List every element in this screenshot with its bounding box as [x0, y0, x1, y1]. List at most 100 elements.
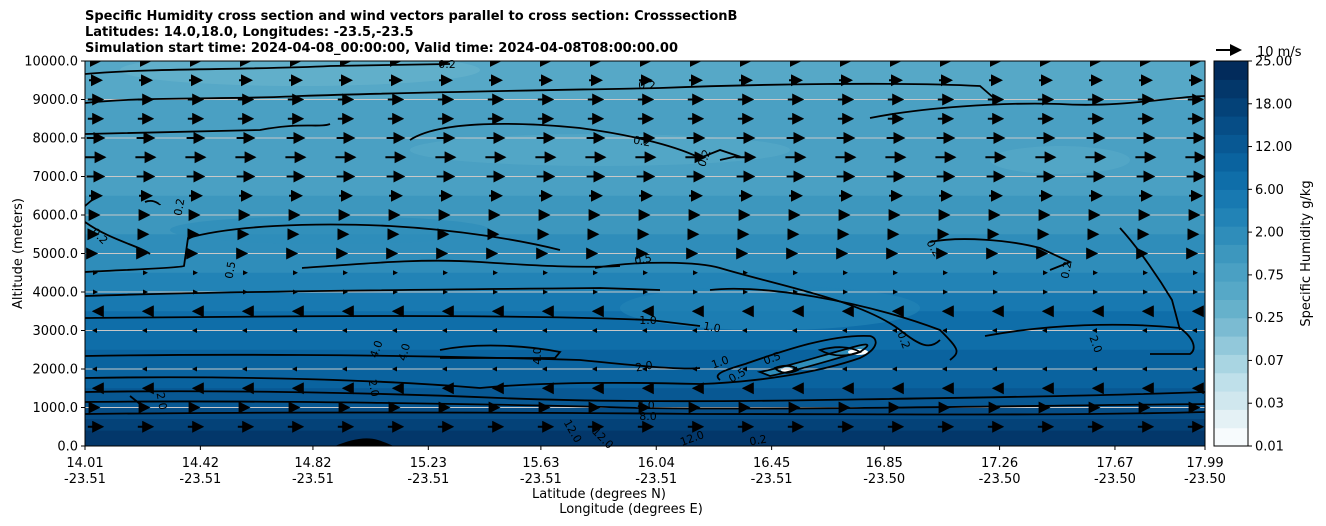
quiver-key: 10 m/s: [1216, 44, 1302, 60]
wind-vector: [1143, 289, 1148, 295]
contour-label-text: 0.5: [633, 252, 652, 268]
x-tick-label-lon: -23.50: [979, 472, 1021, 487]
y-tick-label: 2000.0: [33, 363, 79, 378]
wind-vector: [792, 366, 797, 372]
contour-label: 0.5: [223, 260, 239, 279]
wind-vector: [743, 270, 748, 276]
wind-vector: [842, 328, 847, 333]
contour-label: 0.2: [172, 197, 188, 216]
contour-label: 2.0: [1086, 334, 1104, 355]
wind-vector: [792, 328, 797, 333]
colorbar-tick-label: 0.01: [1255, 440, 1284, 455]
wind-vector: [1043, 289, 1048, 295]
wind-vector: [193, 289, 198, 295]
y-axis-label: Altitude (meters): [11, 198, 26, 309]
contour-label-text: 0.2: [894, 330, 912, 351]
x-tick-label-lon: -23.50: [1184, 472, 1226, 487]
x-tick-label-lon: -23.51: [407, 472, 449, 487]
colorbar-tick-label: 25.00: [1255, 55, 1292, 70]
contour-line: [756, 343, 869, 377]
wind-vector: [742, 328, 747, 333]
x-tick-label-lon: -23.51: [751, 472, 793, 487]
wind-vector: [843, 289, 848, 295]
colorbar-swatch: [1214, 152, 1248, 172]
colorbar-swatch: [1214, 207, 1248, 227]
colorbar-swatch: [1214, 391, 1248, 410]
wind-vector: [992, 366, 997, 372]
wind-vector: [993, 289, 998, 295]
colorbar-tick-label: 0.75: [1255, 268, 1284, 283]
x-tick-label-lon: -23.50: [863, 472, 905, 487]
contour-label-text: 0.2: [632, 134, 651, 150]
x-tick-label-lon: -23.51: [292, 472, 334, 487]
wind-vector: [542, 328, 547, 333]
x-tick-label-lon: -23.51: [635, 472, 677, 487]
contour-line: [301, 259, 621, 269]
wind-vector: [93, 289, 98, 295]
x-tick-label-lon: -23.51: [520, 472, 562, 487]
wind-vector: [293, 270, 298, 276]
colorbar-swatch: [1214, 189, 1248, 209]
wind-vector: [592, 366, 597, 372]
wind-vector: [92, 328, 97, 333]
wind-vector: [543, 270, 548, 276]
x-axis: 14.01-23.5114.42-23.5114.82-23.5115.23-2…: [64, 446, 1226, 487]
contour-label-text: 4.0: [367, 339, 385, 360]
contour-label: 1.0: [639, 314, 657, 327]
wind-vector: [1192, 366, 1197, 372]
x-axis-label-lat: Latitude (degrees N): [532, 487, 666, 502]
contour-label-text: 0.5: [762, 349, 783, 367]
wind-vector: [642, 366, 647, 372]
contour-line: [439, 344, 562, 359]
contour-label-text: 2.0: [154, 391, 170, 410]
contour-label: 4.0: [367, 339, 385, 360]
humidity-band: [85, 272, 1205, 293]
x-tick-label-lon: -23.51: [64, 472, 106, 487]
wind-vector: [193, 270, 198, 276]
wind-vector: [793, 289, 798, 295]
colorbar-swatch: [1214, 79, 1248, 99]
colorbar-frame: [1213, 60, 1249, 447]
contour-label: 2.0: [366, 378, 382, 397]
wind-vector: [442, 328, 447, 333]
wind-vector: [393, 270, 398, 276]
y-tick-label: 0.0: [57, 440, 78, 455]
wind-vector: [393, 289, 398, 295]
colorbar-label: Specific Humidity g/kg: [1299, 180, 1314, 326]
colorbar-swatch: [1214, 171, 1248, 190]
x-tick-label-lat: 14.01: [66, 456, 103, 471]
terrain-bump: [335, 438, 395, 446]
y-tick-label: 9000.0: [33, 93, 79, 108]
y-tick-label: 7000.0: [33, 170, 79, 185]
wind-vector: [943, 289, 948, 295]
wind-vector: [143, 270, 148, 276]
contour-label-text: 2.0: [634, 359, 653, 375]
contour-label-text: 8.0: [639, 410, 657, 423]
contour-line: [817, 346, 863, 357]
colorbar-swatch: [1214, 299, 1248, 319]
wind-vector: [1143, 270, 1148, 276]
wind-vector: [943, 270, 948, 276]
wind-vector: [642, 328, 647, 333]
wind-vector: [842, 366, 847, 372]
wind-vector: [492, 328, 497, 333]
wind-vector: [1193, 289, 1198, 295]
wind-vector: [592, 328, 597, 333]
x-tick-label-lat: 16.85: [866, 456, 903, 471]
colorbar-swatch: [1214, 61, 1248, 80]
colorbar-swatch: [1214, 336, 1248, 355]
humidity-band: [85, 369, 1205, 389]
contour-line: [85, 353, 701, 370]
wind-vector: [443, 270, 448, 276]
wind-vector: [442, 366, 447, 372]
colorbar-tick-label: 0.03: [1255, 397, 1284, 412]
colorbar-tick-label: 2.00: [1255, 226, 1284, 241]
wind-vector: [892, 366, 897, 372]
contour-label: 2.0: [634, 359, 653, 375]
contour-line: [85, 63, 451, 75]
wind-vector: [292, 328, 297, 333]
wind-vector: [593, 289, 598, 295]
contour-label-text: 4.0: [396, 342, 413, 362]
wind-vector: [892, 328, 897, 333]
contour-line: [984, 323, 1195, 355]
